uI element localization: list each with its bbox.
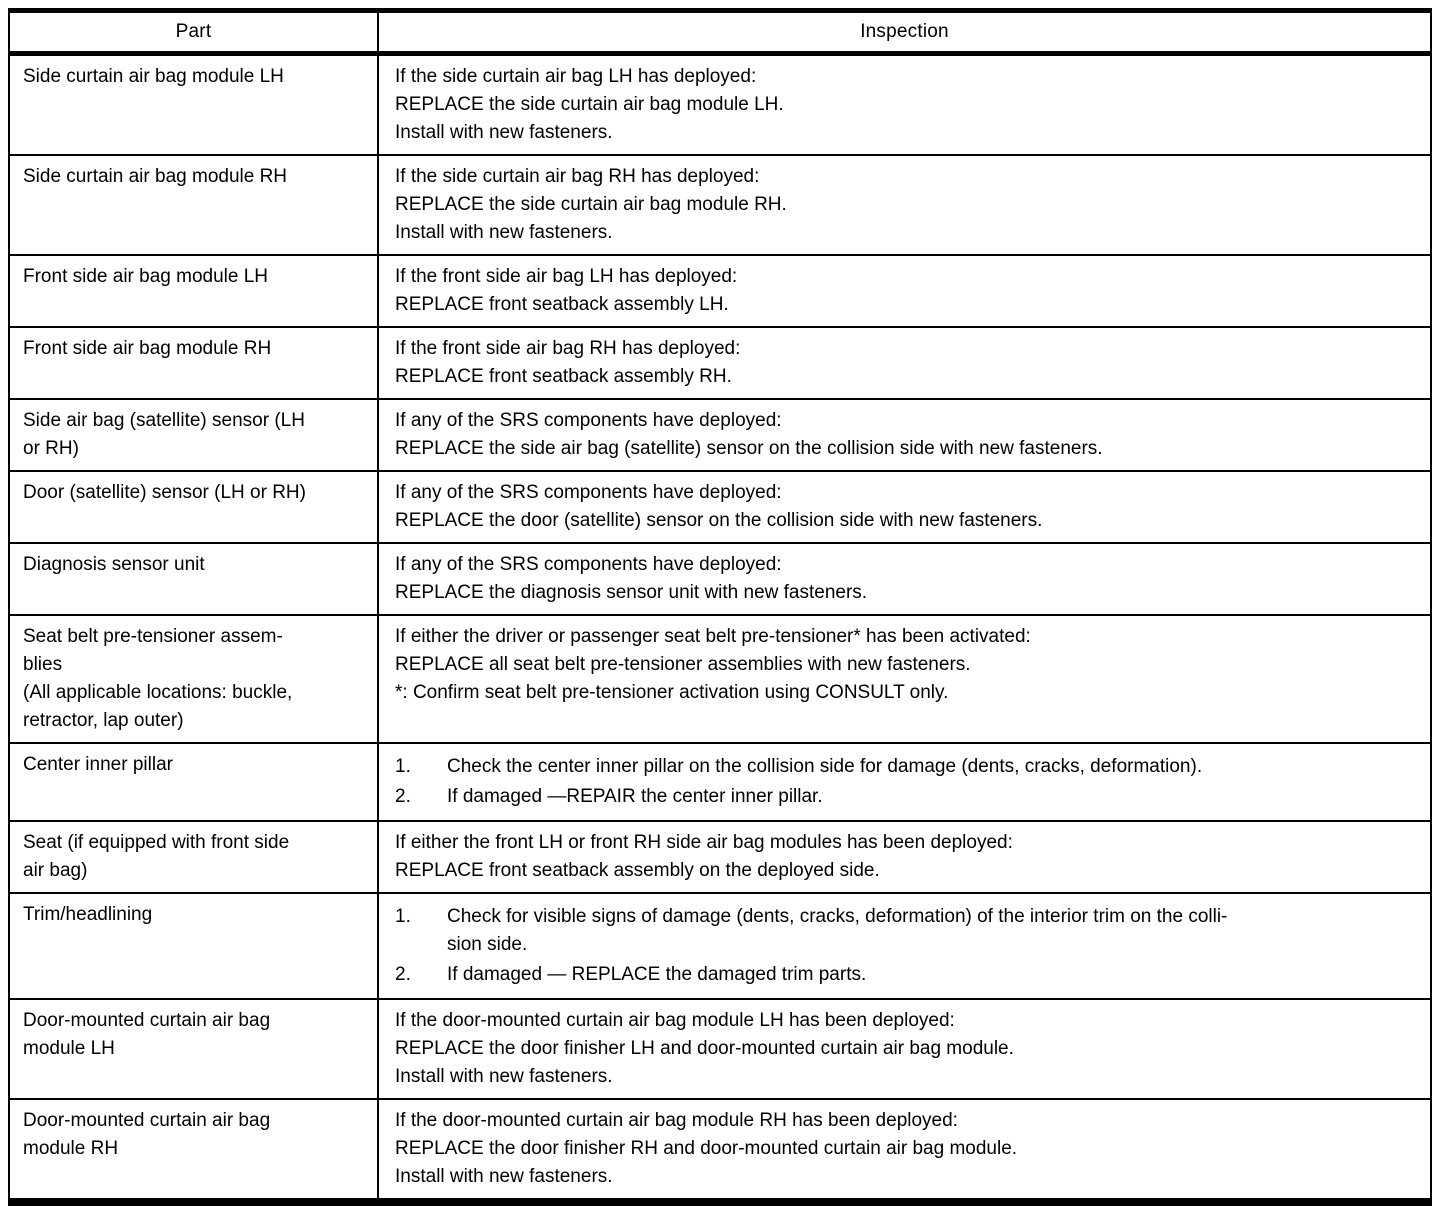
- part-cell: Trim/headlining: [10, 894, 379, 998]
- part-cell: Side air bag (satellite) sensor (LH or R…: [10, 400, 379, 470]
- inspection-step: 1. Check for visible signs of damage (den…: [395, 903, 1416, 959]
- part-cell: Side curtain air bag module RH: [10, 156, 379, 254]
- inspection-line: REPLACE the door (satellite) sensor on t…: [395, 510, 1043, 531]
- inspection-cell: If either the front LH or front RH side …: [379, 822, 1430, 892]
- table-row: Door (satellite) sensor (LH or RH) If any…: [10, 472, 1430, 544]
- inspection-cell: If any of the SRS components have deploy…: [379, 544, 1430, 614]
- step-text: If damaged —REPAIR the center inner pill…: [447, 786, 823, 807]
- inspection-line: REPLACE the side curtain air bag module …: [395, 194, 787, 215]
- part-cell: Seat belt pre-tensioner assem- blies (Al…: [10, 616, 379, 742]
- part-cell: Diagnosis sensor unit: [10, 544, 379, 614]
- column-header-part: Part: [10, 13, 379, 51]
- srs-inspection-table: Part Inspection Side curtain air bag mod…: [8, 8, 1432, 1206]
- step-text: Check for visible signs of damage (dents…: [447, 906, 1228, 955]
- table-row: Seat belt pre-tensioner assem- blies (Al…: [10, 616, 1430, 744]
- table-body: Side curtain air bag module LH If the sid…: [10, 56, 1430, 1198]
- inspection-step: 2. If damaged — REPLACE the damaged trim …: [395, 961, 1416, 989]
- inspection-line: If either the front LH or front RH side …: [395, 832, 1013, 853]
- part-cell: Door-mounted curtain air bag module LH: [10, 1000, 379, 1098]
- inspection-line: If the front side air bag RH has deploye…: [395, 338, 741, 359]
- inspection-line: Install with new fasteners.: [395, 1066, 613, 1087]
- inspection-numbered-list: 1. Check for visible signs of damage (den…: [395, 903, 1416, 989]
- table-row: Side air bag (satellite) sensor (LH or R…: [10, 400, 1430, 472]
- part-cell: Seat (if equipped with front side air ba…: [10, 822, 379, 892]
- inspection-line: If the front side air bag LH has deploye…: [395, 266, 738, 287]
- step-number: 2.: [395, 964, 411, 985]
- inspection-line: REPLACE all seat belt pre-tensioner asse…: [395, 654, 971, 675]
- table-row: Diagnosis sensor unit If any of the SRS c…: [10, 544, 1430, 616]
- inspection-line: Install with new fasteners.: [395, 1166, 613, 1187]
- inspection-line: Install with new fasteners.: [395, 122, 613, 143]
- inspection-line: REPLACE the side curtain air bag module …: [395, 94, 784, 115]
- inspection-line: REPLACE front seatback assembly LH.: [395, 294, 729, 315]
- inspection-cell: If the front side air bag LH has deploye…: [379, 256, 1430, 326]
- inspection-cell: If the side curtain air bag LH has deplo…: [379, 56, 1430, 154]
- inspection-line: REPLACE the door finisher RH and door-mo…: [395, 1138, 1018, 1159]
- table-row: Seat (if equipped with front side air ba…: [10, 822, 1430, 894]
- inspection-cell: If the door-mounted curtain air bag modu…: [379, 1100, 1430, 1198]
- inspection-cell: 1. Check the center inner pillar on the c…: [379, 744, 1430, 820]
- table-header-row: Part Inspection: [10, 13, 1430, 56]
- inspection-line: REPLACE front seatback assembly on the d…: [395, 860, 880, 881]
- inspection-cell: If the door-mounted curtain air bag modu…: [379, 1000, 1430, 1098]
- inspection-line: REPLACE the door finisher LH and door-mo…: [395, 1038, 1014, 1059]
- inspection-line: If the side curtain air bag RH has deplo…: [395, 166, 760, 187]
- table-row: Door-mounted curtain air bag module RH If…: [10, 1100, 1430, 1198]
- inspection-cell: 1. Check for visible signs of damage (den…: [379, 894, 1430, 998]
- inspection-step: 1. Check the center inner pillar on the c…: [395, 753, 1416, 781]
- inspection-cell: If the side curtain air bag RH has deplo…: [379, 156, 1430, 254]
- inspection-line: If either the driver or passenger seat b…: [395, 626, 1031, 647]
- part-cell: Door (satellite) sensor (LH or RH): [10, 472, 379, 542]
- inspection-line: If the side curtain air bag LH has deplo…: [395, 66, 757, 87]
- step-number: 1.: [395, 756, 411, 777]
- inspection-line: If the door-mounted curtain air bag modu…: [395, 1110, 958, 1131]
- step-number: 1.: [395, 906, 411, 927]
- inspection-cell: If any of the SRS components have deploy…: [379, 472, 1430, 542]
- table-row: Front side air bag module RH If the front…: [10, 328, 1430, 400]
- part-cell: Door-mounted curtain air bag module RH: [10, 1100, 379, 1198]
- table-row: Center inner pillar 1. Check the center in…: [10, 744, 1430, 822]
- inspection-line: If the door-mounted curtain air bag modu…: [395, 1010, 955, 1031]
- table-row: Front side air bag module LH If the front…: [10, 256, 1430, 328]
- step-text: Check the center inner pillar on the col…: [447, 756, 1203, 777]
- inspection-line: If any of the SRS components have deploy…: [395, 410, 782, 431]
- inspection-cell: If either the driver or passenger seat b…: [379, 616, 1430, 742]
- part-cell: Center inner pillar: [10, 744, 379, 820]
- inspection-cell: If any of the SRS components have deploy…: [379, 400, 1430, 470]
- inspection-line: REPLACE front seatback assembly RH.: [395, 366, 732, 387]
- inspection-line: If any of the SRS components have deploy…: [395, 554, 782, 575]
- part-cell: Side curtain air bag module LH: [10, 56, 379, 154]
- step-number: 2.: [395, 786, 411, 807]
- inspection-numbered-list: 1. Check the center inner pillar on the c…: [395, 753, 1416, 811]
- table-row: Side curtain air bag module LH If the sid…: [10, 56, 1430, 156]
- part-cell: Front side air bag module LH: [10, 256, 379, 326]
- part-cell: Front side air bag module RH: [10, 328, 379, 398]
- table-row: Trim/headlining 1. Check for visible signs…: [10, 894, 1430, 1000]
- table-row: Side curtain air bag module RH If the sid…: [10, 156, 1430, 256]
- inspection-line: Install with new fasteners.: [395, 222, 613, 243]
- inspection-line: REPLACE the diagnosis sensor unit with n…: [395, 582, 868, 603]
- inspection-cell: If the front side air bag RH has deploye…: [379, 328, 1430, 398]
- inspection-step: 2. If damaged —REPAIR the center inner pi…: [395, 783, 1416, 811]
- table-row: Door-mounted curtain air bag module LH If…: [10, 1000, 1430, 1100]
- step-text: If damaged — REPLACE the damaged trim pa…: [447, 964, 867, 985]
- inspection-line: *: Confirm seat belt pre-tensioner activ…: [395, 682, 949, 703]
- inspection-line: If any of the SRS components have deploy…: [395, 482, 782, 503]
- inspection-line: REPLACE the side air bag (satellite) sen…: [395, 438, 1103, 459]
- column-header-inspection: Inspection: [860, 21, 949, 42]
